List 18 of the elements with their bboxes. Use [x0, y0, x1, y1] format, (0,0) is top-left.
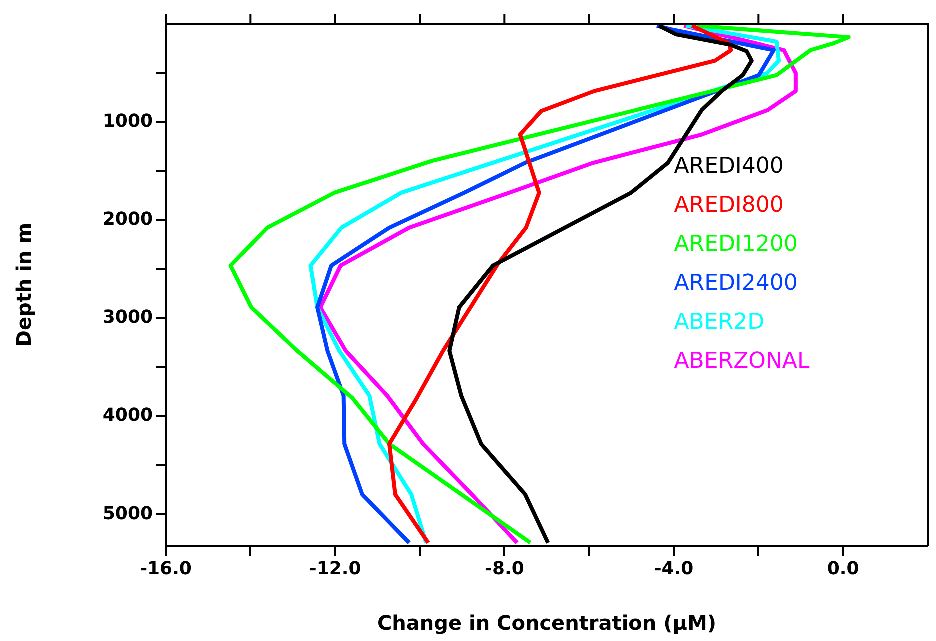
x-tick-label: -12.0 [309, 558, 362, 580]
text: ABERZONAL [674, 349, 810, 374]
x-tick-label: -8.0 [484, 558, 524, 580]
series-label: AREDI400 [674, 154, 784, 180]
y-tick-label: 1000 [102, 110, 153, 132]
text: AREDI1200 [674, 232, 798, 258]
x-axis-title: Change in Concentration (μM) [377, 611, 717, 636]
y-tick-label: 3000 [102, 307, 153, 328]
text: AREDI800 [674, 193, 784, 218]
y-tick-label: 4000 [102, 405, 153, 426]
y-axis-title: Depth in m [12, 222, 36, 348]
x-tick-label: 0.0 [827, 558, 860, 580]
y-tick-label: 5000 [102, 503, 153, 524]
text: ABER2D [674, 310, 765, 336]
x-tick-label: -16.0 [140, 558, 192, 580]
text: AREDI2400 [674, 271, 798, 296]
x-tick-label: -4.0 [654, 558, 694, 580]
y-tick-label: 2000 [102, 208, 153, 230]
